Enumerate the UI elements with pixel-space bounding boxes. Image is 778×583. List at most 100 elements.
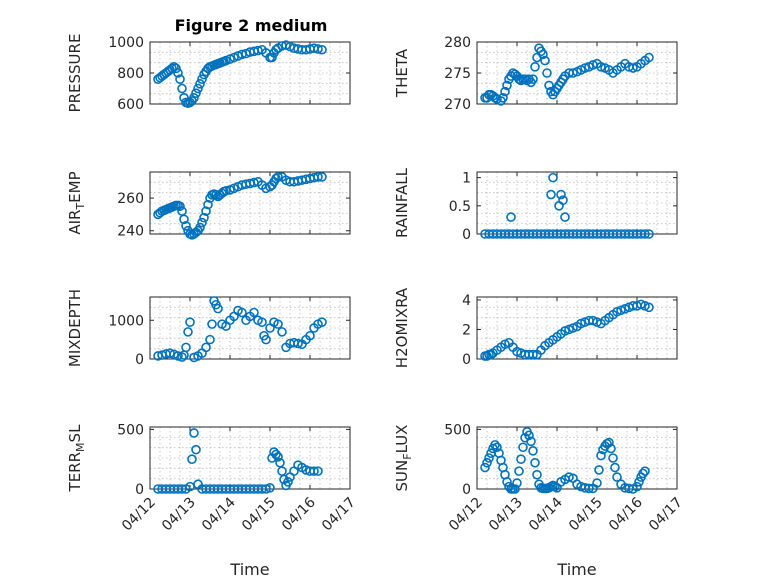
subplot-rainfall: 0 0.5 1 RAINFALL (393, 167, 678, 243)
y-tick-label: 0 (462, 227, 471, 243)
data-point (273, 452, 283, 462)
data-point (201, 206, 211, 216)
series-markers (480, 172, 654, 239)
y-tick-label: 500 (117, 422, 144, 438)
x-axis-label: Time (556, 560, 596, 579)
data-point (498, 93, 508, 103)
subplot-mixdepth: 0 1000 MIXDEPTH (66, 289, 351, 368)
data-point (177, 83, 187, 94)
y-tick-label: 0 (462, 482, 471, 498)
data-point (181, 342, 191, 353)
subplot-terr-msl: 0 500 04/12 04/13 04/14 04/15 04/16 04/17 TERRMS… (66, 422, 359, 579)
data-point (199, 212, 209, 223)
y-axis-label: AIRTEMP (66, 171, 87, 234)
data-point (528, 349, 538, 360)
data-point (500, 86, 510, 97)
data-point (492, 442, 502, 453)
data-point (482, 457, 492, 468)
data-point (181, 221, 191, 231)
data-point (271, 173, 281, 184)
data-point (544, 80, 554, 91)
data-point (540, 55, 550, 66)
axes-frame (149, 296, 351, 360)
data-point (265, 483, 275, 493)
data-point (612, 472, 622, 482)
y-axis-label: THETA (393, 48, 411, 98)
y-tick-label: 0 (135, 352, 144, 368)
data-point (211, 190, 221, 200)
data-point (183, 327, 193, 337)
y-tick-label: 0.5 (449, 199, 471, 215)
x-tick-label: 04/17 (319, 495, 359, 535)
data-point (213, 303, 223, 314)
axes-frame (476, 296, 678, 360)
y-tick-label: 4 (462, 293, 471, 309)
series-markers (153, 296, 327, 363)
y-axis-label: RAINFALL (393, 167, 411, 238)
data-point (556, 189, 566, 200)
data-point (644, 52, 654, 63)
y-axis-label: SUNFLUX (393, 425, 414, 492)
series-markers (153, 40, 327, 109)
data-point (205, 334, 215, 345)
data-point (554, 201, 564, 211)
data-point (558, 195, 568, 205)
data-point (506, 212, 516, 222)
y-axis-label: MIXDEPTH (66, 289, 84, 367)
data-point (548, 172, 558, 183)
x-tick-label: 04/16 (606, 494, 646, 534)
data-point (191, 88, 201, 98)
x-axis-label: Time (229, 560, 269, 579)
y-tick-label: 1000 (108, 35, 144, 51)
data-point (271, 449, 281, 460)
subplot-air-temp: 240 260 AIRTEMP (66, 171, 351, 240)
data-point (592, 478, 602, 488)
data-point (480, 462, 490, 473)
data-point (644, 229, 654, 239)
data-point (596, 62, 606, 72)
y-tick-label: 275 (444, 66, 471, 82)
data-point (171, 63, 181, 74)
data-point (195, 222, 205, 233)
series-markers (480, 299, 654, 361)
data-point (564, 472, 574, 482)
data-point (313, 44, 323, 54)
data-point (628, 63, 638, 73)
data-point (195, 79, 205, 89)
data-point (580, 63, 590, 73)
y-axis-label: PRESSURE (66, 34, 84, 113)
data-point (175, 201, 185, 212)
x-tick-label: 04/14 (199, 494, 239, 534)
data-point (632, 481, 642, 492)
series-markers (153, 172, 327, 240)
data-point (484, 453, 494, 463)
x-tick-label: 04/13 (486, 495, 526, 535)
y-tick-label: 0 (462, 352, 471, 368)
data-point (277, 327, 287, 337)
data-point (165, 348, 175, 358)
data-point (538, 49, 548, 60)
data-point (524, 430, 534, 441)
data-point (530, 62, 540, 72)
data-point (173, 351, 183, 361)
y-tick-label: 260 (117, 191, 144, 207)
x-tick-label: 04/16 (279, 494, 319, 534)
data-point (309, 466, 319, 476)
data-point (203, 199, 213, 210)
data-point (542, 68, 552, 78)
data-point (486, 349, 496, 360)
series-markers (480, 426, 650, 494)
data-point (261, 334, 271, 345)
data-point (317, 317, 327, 327)
data-point (293, 338, 303, 349)
data-point (207, 319, 217, 329)
subplot-h2omixra: 0 2 4 H2OMIXRA (393, 287, 678, 368)
data-point (175, 74, 185, 84)
subplot-theta: 270 275 280 THETA (393, 35, 678, 113)
data-point (606, 443, 616, 454)
y-axis-label: H2OMIXRA (393, 287, 411, 368)
data-point (187, 454, 197, 464)
y-tick-label: 1000 (108, 313, 144, 329)
data-point (179, 214, 189, 225)
